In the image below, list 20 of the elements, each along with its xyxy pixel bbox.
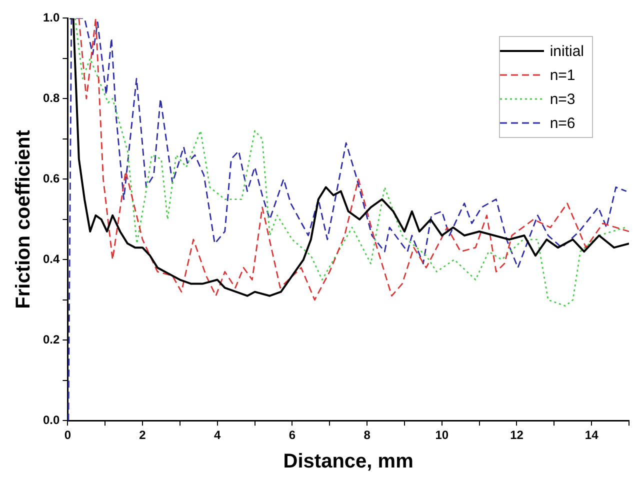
- x-axis-title: Distance, mm: [283, 450, 414, 473]
- y-tick-label: 0.6: [42, 171, 60, 186]
- x-tick-label: 2: [139, 428, 146, 442]
- y-tick-label: 0.4: [42, 252, 60, 266]
- legend-label: initial: [550, 42, 584, 60]
- y-tick-label: 0.0: [42, 412, 60, 427]
- x-tick-label: 6: [288, 428, 296, 442]
- x-tick-label: 0: [64, 428, 72, 442]
- x-tick-label: 10: [435, 428, 449, 442]
- y-tick-label: 0.2: [42, 332, 60, 346]
- x-tick-label: 8: [364, 428, 371, 442]
- y-axis-title: Friction coefficient: [12, 130, 35, 309]
- legend-label: n=1: [550, 66, 576, 84]
- x-tick-label: 4: [214, 428, 222, 442]
- legend-label: n=6: [550, 114, 576, 132]
- x-tick-label: 12: [510, 428, 524, 442]
- legend-label: n=3: [550, 90, 576, 108]
- y-tick-label: 1.0: [42, 10, 60, 25]
- x-tick-label: 14: [584, 428, 599, 442]
- y-tick-label: 0.8: [42, 90, 60, 105]
